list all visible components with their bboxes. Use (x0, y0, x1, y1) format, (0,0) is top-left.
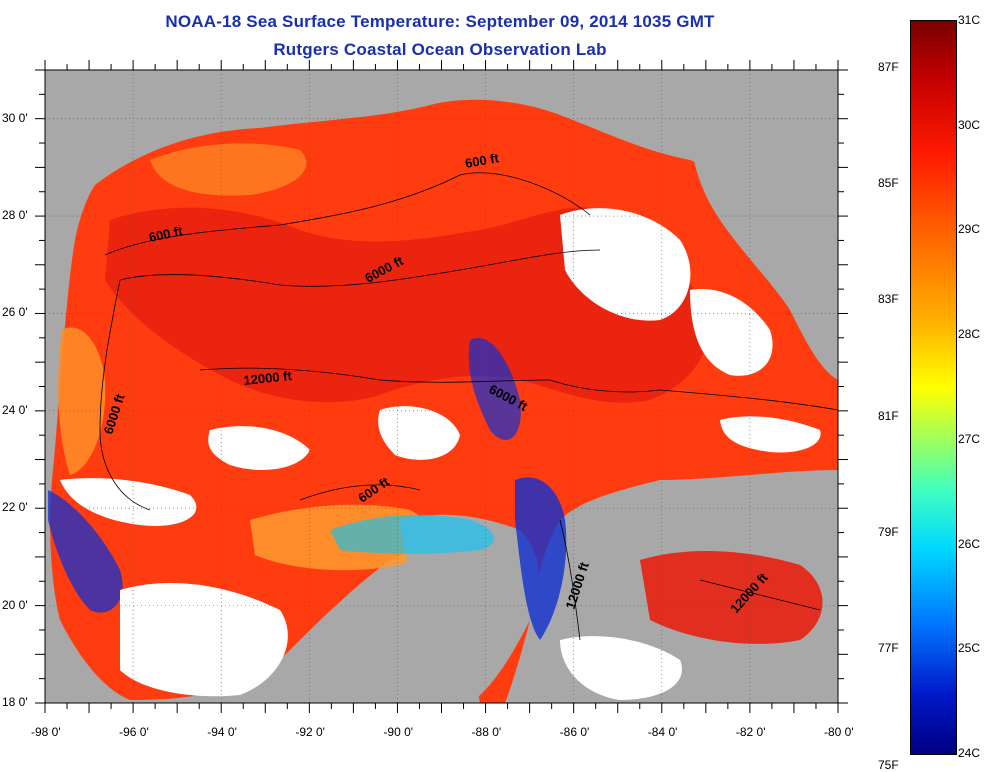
contour-6000ft-west (99, 279, 151, 511)
cuba-land (595, 477, 838, 535)
y-tick-label: 30 0' (2, 110, 28, 125)
temperature-colorbar (910, 20, 957, 755)
colorbar-celsius-label: 30C (958, 117, 981, 132)
axis-ticks (35, 60, 848, 713)
colorbar-fahrenheit-label: 81F (878, 408, 899, 423)
contour-600ft-north (104, 172, 591, 256)
map-subtitle: Rutgers Coastal Ocean Observation Lab (273, 40, 607, 59)
warm-core (105, 207, 708, 403)
contour-600ft-campeche (299, 484, 421, 501)
y-tick-label: 28 0' (2, 208, 28, 223)
cloud-center (378, 406, 460, 460)
caribbean-warm (640, 550, 823, 644)
colorbar-celsius-label: 31C (958, 13, 981, 27)
x-tick-label: -86 0' (559, 725, 590, 739)
contour-6000ft-central (119, 249, 601, 287)
cloud-south-central (208, 426, 310, 470)
florida-land (690, 116, 838, 380)
x-tick-label: -92 0' (295, 725, 325, 739)
colorbar-fahrenheit-label: 75F (878, 757, 899, 772)
contour-label: 12000 ft (243, 368, 293, 388)
bathymetry-contours (99, 172, 838, 641)
y-tick-label: 24 0' (2, 402, 28, 417)
cloud-northeast (560, 208, 691, 321)
orange-patch-west (58, 327, 106, 475)
colorbar-fahrenheit-label: 87F (878, 59, 899, 74)
contour-12000ft-channel (559, 519, 581, 641)
contour-12000ft-caribbean (699, 579, 821, 611)
cool-water-campeche (330, 514, 494, 554)
x-tick-label: -82 0' (735, 725, 766, 739)
colorbar-celsius-label: 25C (958, 641, 981, 656)
y-tick-label: 18 0' (2, 695, 28, 709)
x-tick-label: -80 0' (824, 725, 854, 739)
contour-12000ft (199, 367, 551, 383)
colorbar-fahrenheit-label: 85F (878, 175, 899, 190)
cool-water-west (48, 490, 123, 613)
colorbar-celsius-label: 24C (958, 746, 981, 760)
colorbar-fahrenheit-label: 79F (878, 524, 899, 539)
x-tick-label: -84 0' (647, 725, 678, 739)
x-tick-label: -98 0' (31, 725, 61, 739)
x-tick-label: -88 0' (471, 725, 502, 739)
colorbar-celsius-label: 28C (958, 327, 981, 342)
colorbar-celsius-label: 26C (958, 536, 981, 551)
y-tick-label: 20 0' (2, 597, 28, 612)
cool-water-yucatan-channel (515, 477, 567, 640)
x-tick-label: -90 0' (383, 725, 414, 739)
colorbar-fahrenheit-label: 83F (878, 292, 899, 307)
contour-6000ft-east (549, 379, 838, 411)
y-tick-label: 26 0' (2, 305, 28, 320)
orange-patch-north (150, 143, 307, 196)
cloud-southwest (60, 478, 197, 526)
colorbar-celsius-label: 29C (958, 222, 981, 237)
y-tick-label: 22 0' (2, 500, 28, 515)
colorbar-fahrenheit-label: 77F (878, 641, 899, 656)
colorbar-celsius-label: 27C (958, 431, 981, 446)
cloud-caribbean (560, 636, 682, 700)
map-title: NOAA-18 Sea Surface Temperature: Septemb… (165, 12, 715, 31)
cloud-yucatan (120, 582, 288, 697)
map-area (45, 70, 838, 703)
contour-label: 600 ft (464, 150, 501, 171)
cloud-florida-shelf (690, 289, 773, 376)
x-tick-label: -96 0' (119, 725, 149, 739)
contour-label: 600 ft (148, 223, 185, 245)
cloud-cuba-north (720, 416, 821, 453)
cool-water-east (468, 338, 521, 440)
yucatan-land (400, 514, 539, 703)
x-tick-label: -94 0' (207, 725, 237, 739)
